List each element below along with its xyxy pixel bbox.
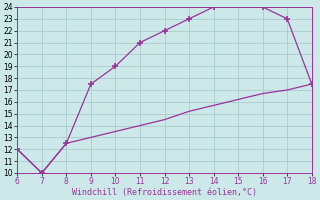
X-axis label: Windchill (Refroidissement éolien,°C): Windchill (Refroidissement éolien,°C): [72, 188, 257, 197]
